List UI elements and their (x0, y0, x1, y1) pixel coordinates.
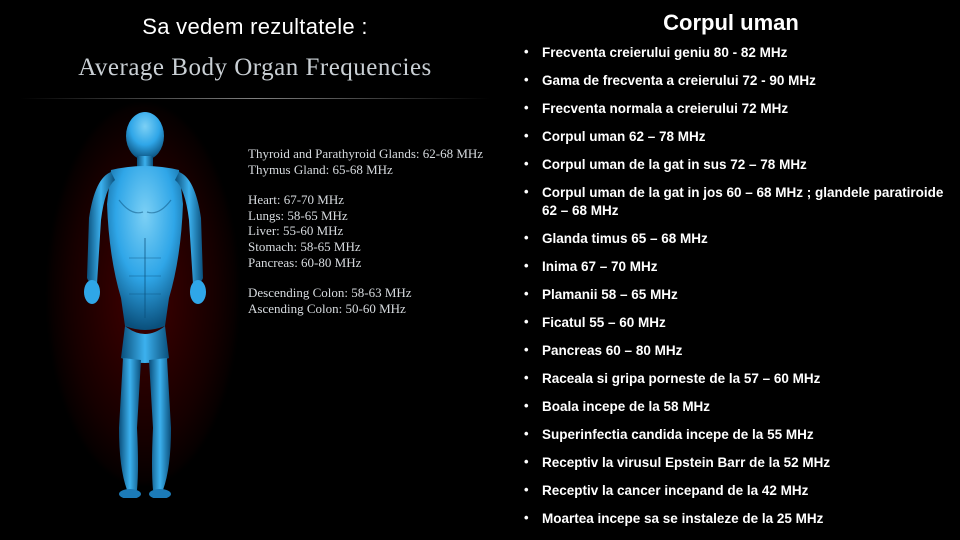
frequency-item: Corpul uman de la gat in jos 60 – 68 MHz… (514, 184, 948, 219)
body-frequency-panel: Average Body Organ Frequencies (10, 50, 500, 510)
organ-label-line: Ascending Colon: 50-60 MHz (248, 301, 496, 317)
frequency-item: Glanda timus 65 – 68 MHz (514, 230, 948, 248)
left-title: Sa vedem rezultatele : (0, 0, 510, 50)
frequency-item: Gama de frecventa a creierului 72 - 90 M… (514, 72, 948, 90)
human-body-figure (65, 108, 225, 498)
organ-label-line: Liver: 55-60 MHz (248, 223, 496, 239)
frequency-item: Moartea incepe sa se instaleze de la 25 … (514, 510, 948, 528)
organ-label-line: Descending Colon: 58-63 MHz (248, 285, 496, 301)
frequency-item: Pancreas 60 – 80 MHz (514, 342, 948, 360)
slide: Sa vedem rezultatele : Average Body Orga… (0, 0, 960, 540)
left-column: Sa vedem rezultatele : Average Body Orga… (0, 0, 510, 540)
organ-labels: Thyroid and Parathyroid Glands: 62-68 MH… (248, 146, 496, 331)
frequency-item: Receptiv la cancer incepand de la 42 MHz (514, 482, 948, 500)
right-column: Corpul uman Frecventa creierului geniu 8… (510, 0, 960, 540)
frequency-item: Boala incepe de la 58 MHz (514, 398, 948, 416)
frequency-item: Inima 67 – 70 MHz (514, 258, 948, 276)
organ-label-line: Lungs: 58-65 MHz (248, 208, 496, 224)
panel-title: Average Body Organ Frequencies (10, 50, 500, 82)
organ-label-line: Thymus Gland: 65-68 MHz (248, 162, 496, 178)
frequency-item: Frecventa creierului geniu 80 - 82 MHz (514, 44, 948, 62)
organ-label-line: Heart: 67-70 MHz (248, 192, 496, 208)
organ-label-group: Thyroid and Parathyroid Glands: 62-68 MH… (248, 146, 496, 178)
frequency-item: Plamanii 58 – 65 MHz (514, 286, 948, 304)
frequency-item: Frecventa normala a creierului 72 MHz (514, 100, 948, 118)
frequency-item: Corpul uman de la gat in sus 72 – 78 MHz (514, 156, 948, 174)
frequency-item: Raceala si gripa porneste de la 57 – 60 … (514, 370, 948, 388)
frequency-list: Frecventa creierului geniu 80 - 82 MHz Ga… (514, 44, 948, 528)
frequency-item: Ficatul 55 – 60 MHz (514, 314, 948, 332)
panel-divider (20, 98, 490, 99)
frequency-item: Superinfectia candida incepe de la 55 MH… (514, 426, 948, 444)
organ-label-line: Stomach: 58-65 MHz (248, 239, 496, 255)
organ-label-line: Thyroid and Parathyroid Glands: 62-68 MH… (248, 146, 496, 162)
frequency-item: Receptiv la virusul Epstein Barr de la 5… (514, 454, 948, 472)
organ-label-group: Descending Colon: 58-63 MHzAscending Col… (248, 285, 496, 317)
frequency-item: Corpul uman 62 – 78 MHz (514, 128, 948, 146)
right-title: Corpul uman (514, 6, 948, 44)
organ-label-line: Pancreas: 60-80 MHz (248, 255, 496, 271)
organ-label-group: Heart: 67-70 MHzLungs: 58-65 MHzLiver: 5… (248, 192, 496, 271)
